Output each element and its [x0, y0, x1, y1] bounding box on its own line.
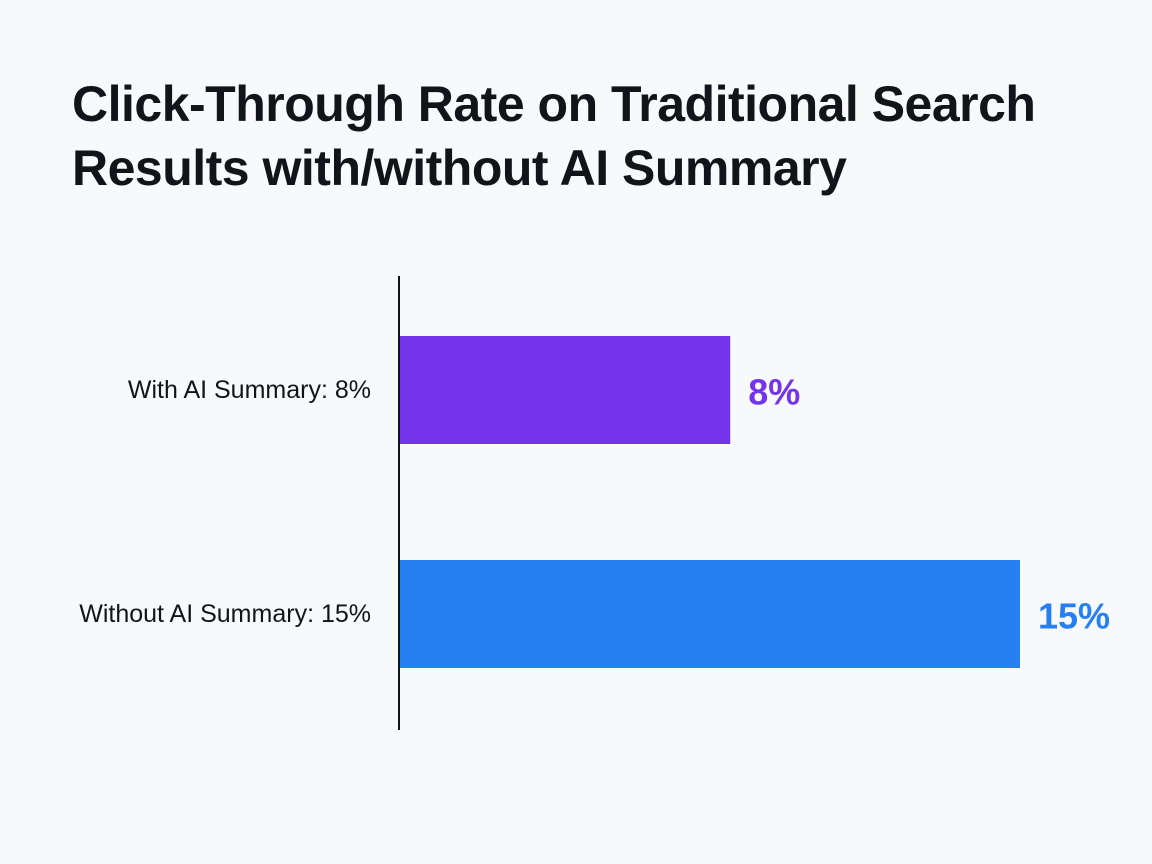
data-label: 8% [748, 372, 800, 413]
category-label: With AI Summary: 8% [128, 376, 371, 404]
data-label: 15% [1038, 596, 1110, 637]
category-label: Without AI Summary: 15% [79, 600, 371, 628]
bar [399, 560, 1020, 668]
bar [399, 336, 731, 444]
chart-title: Click-Through Rate on Traditional Search… [72, 76, 1036, 196]
